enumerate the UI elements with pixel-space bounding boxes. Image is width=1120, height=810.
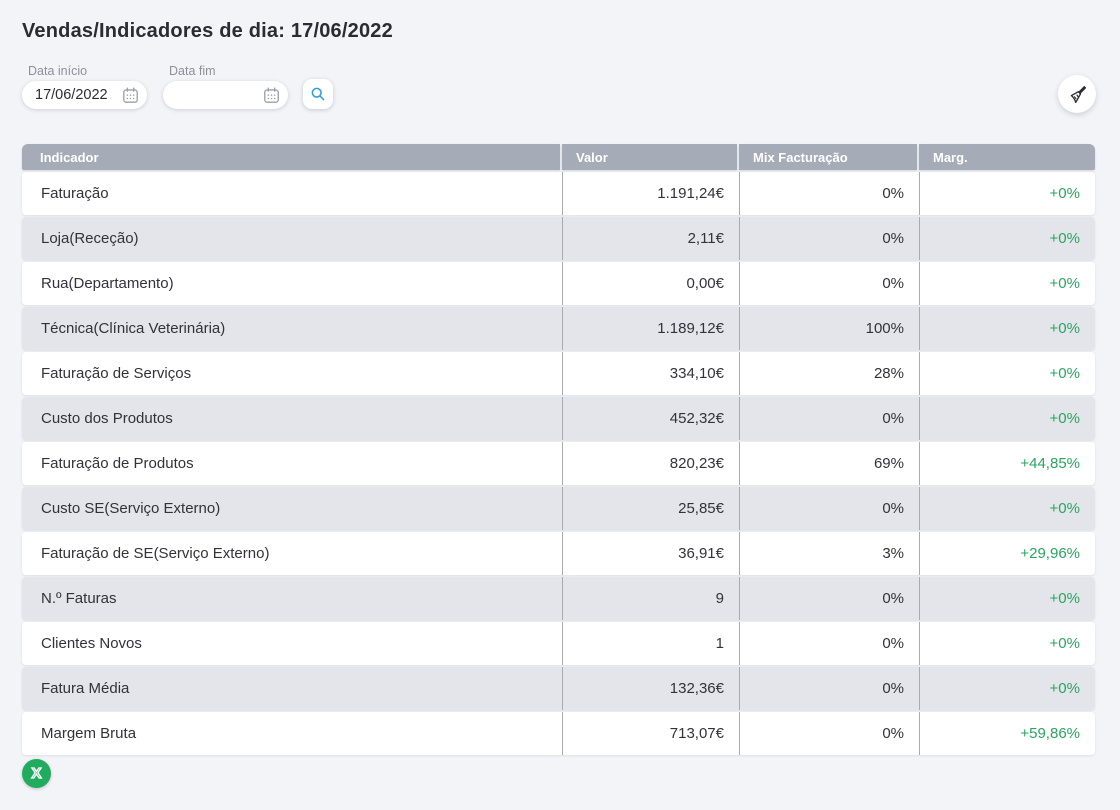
table-row: Faturação de Serviços 334,10€ 28% +0% (22, 352, 1095, 395)
table-header: Indicador Valor Mix Facturação Marg. (22, 144, 1095, 170)
table-row: Fatura Média 132,36€ 0% +0% (22, 667, 1095, 710)
start-date-calendar-button[interactable] (120, 85, 140, 105)
table-row: Custo SE(Serviço Externo) 25,85€ 0% +0% (22, 487, 1095, 530)
cell-valor: 132,36€ (562, 667, 739, 710)
table-row: Loja(Receção) 2,11€ 0% +0% (22, 217, 1095, 260)
cell-mix-facturacao: 0% (739, 397, 919, 440)
cell-marg: +0% (919, 577, 1095, 620)
cell-valor: 452,32€ (562, 397, 739, 440)
cell-indicator: Margem Bruta (41, 725, 137, 742)
page: Vendas/Indicadores de dia: 17/06/2022 Da… (22, 20, 1096, 788)
table-body: Faturação 1.191,24€ 0% +0% Loja(Receção)… (22, 172, 1095, 755)
table-row: Faturação de Produtos 820,23€ 69% +44,85… (22, 442, 1095, 485)
end-date-label: Data fim (169, 64, 216, 78)
calendar-icon (122, 87, 138, 103)
cell-marg: +29,96% (919, 532, 1095, 575)
cell-marg: +0% (919, 487, 1095, 530)
cell-valor: 25,85€ (562, 487, 739, 530)
page-title: Vendas/Indicadores de dia: 17/06/2022 (22, 20, 393, 42)
excel-icon: X (31, 765, 42, 782)
cell-mix-facturacao: 0% (739, 217, 919, 260)
cell-valor: 1.189,12€ (562, 307, 739, 350)
table-row: Faturação 1.191,24€ 0% +0% (22, 172, 1095, 215)
end-date-field: Data fim (163, 64, 288, 109)
cell-marg: +0% (919, 217, 1095, 260)
cell-valor: 820,23€ (562, 442, 739, 485)
table-row: N.º Faturas 9 0% +0% (22, 577, 1095, 620)
cell-marg: +0% (919, 262, 1095, 305)
start-date-field: Data início (22, 64, 147, 109)
cell-valor: 36,91€ (562, 532, 739, 575)
search-icon (311, 87, 325, 101)
filter-bar: Data início Data fim (22, 64, 1096, 113)
cell-valor: 713,07€ (562, 712, 739, 755)
cell-mix-facturacao: 100% (739, 307, 919, 350)
cell-marg: +0% (919, 667, 1095, 710)
cell-indicator: Loja(Receção) (41, 230, 139, 247)
calendar-icon (263, 87, 279, 103)
cell-indicator: Clientes Novos (41, 635, 142, 652)
column-header-marg: Marg. (919, 144, 1095, 170)
cell-mix-facturacao: 3% (739, 532, 919, 575)
column-header-valor: Valor (562, 144, 737, 170)
cell-valor: 1.191,24€ (562, 172, 739, 215)
column-header-mix-facturacao: Mix Facturação (739, 144, 917, 170)
cell-indicator: Faturação (41, 185, 109, 202)
cell-indicator: Rua(Departamento) (41, 275, 174, 292)
cell-valor: 2,11€ (562, 217, 739, 260)
start-date-input[interactable] (35, 87, 121, 103)
cell-indicator: Técnica(Clínica Veterinária) (41, 320, 226, 337)
start-date-input-wrapper (22, 81, 147, 109)
column-header-indicador: Indicador (22, 144, 560, 170)
cell-indicator: Faturação de Serviços (41, 365, 192, 382)
table-row: Margem Bruta 713,07€ 0% +59,86% (22, 712, 1095, 755)
cell-valor: 0,00€ (562, 262, 739, 305)
cell-indicator: Faturação de SE(Serviço Externo) (41, 545, 270, 562)
cell-valor: 9 (562, 577, 739, 620)
table-row: Rua(Departamento) 0,00€ 0% +0% (22, 262, 1095, 305)
cell-marg: +0% (919, 397, 1095, 440)
start-date-label: Data início (28, 64, 88, 78)
export-excel-button[interactable]: X (22, 759, 51, 788)
cell-marg: +0% (919, 307, 1095, 350)
cell-mix-facturacao: 69% (739, 442, 919, 485)
cell-indicator: Custo dos Produtos (41, 410, 173, 427)
cell-indicator: Fatura Média (41, 680, 130, 697)
search-button[interactable] (303, 79, 333, 109)
cell-mix-facturacao: 0% (739, 712, 919, 755)
cell-marg: +44,85% (919, 442, 1095, 485)
cell-mix-facturacao: 0% (739, 667, 919, 710)
table-row: Custo dos Produtos 452,32€ 0% +0% (22, 397, 1095, 440)
cell-valor: 1 (562, 622, 739, 665)
table-row: Clientes Novos 1 0% +0% (22, 622, 1095, 665)
cell-mix-facturacao: 0% (739, 622, 919, 665)
cell-valor: 334,10€ (562, 352, 739, 395)
cell-marg: +59,86% (919, 712, 1095, 755)
indicators-table: Indicador Valor Mix Facturação Marg. Fat… (22, 144, 1095, 755)
clear-filters-button[interactable] (1058, 75, 1096, 113)
cell-mix-facturacao: 0% (739, 487, 919, 530)
table-row: Técnica(Clínica Veterinária) 1.189,12€ 1… (22, 307, 1095, 350)
end-date-calendar-button[interactable] (261, 85, 281, 105)
end-date-input-wrapper (163, 81, 288, 109)
cell-indicator: Custo SE(Serviço Externo) (41, 500, 221, 517)
cell-marg: +0% (919, 172, 1095, 215)
table-row: Faturação de SE(Serviço Externo) 36,91€ … (22, 532, 1095, 575)
end-date-input[interactable] (176, 87, 262, 103)
cell-marg: +0% (919, 352, 1095, 395)
cell-mix-facturacao: 0% (739, 577, 919, 620)
broom-icon (1070, 85, 1086, 103)
cell-indicator: Faturação de Produtos (41, 455, 194, 472)
cell-marg: +0% (919, 622, 1095, 665)
cell-mix-facturacao: 0% (739, 172, 919, 215)
cell-mix-facturacao: 0% (739, 262, 919, 305)
cell-indicator: N.º Faturas (41, 590, 117, 607)
cell-mix-facturacao: 28% (739, 352, 919, 395)
